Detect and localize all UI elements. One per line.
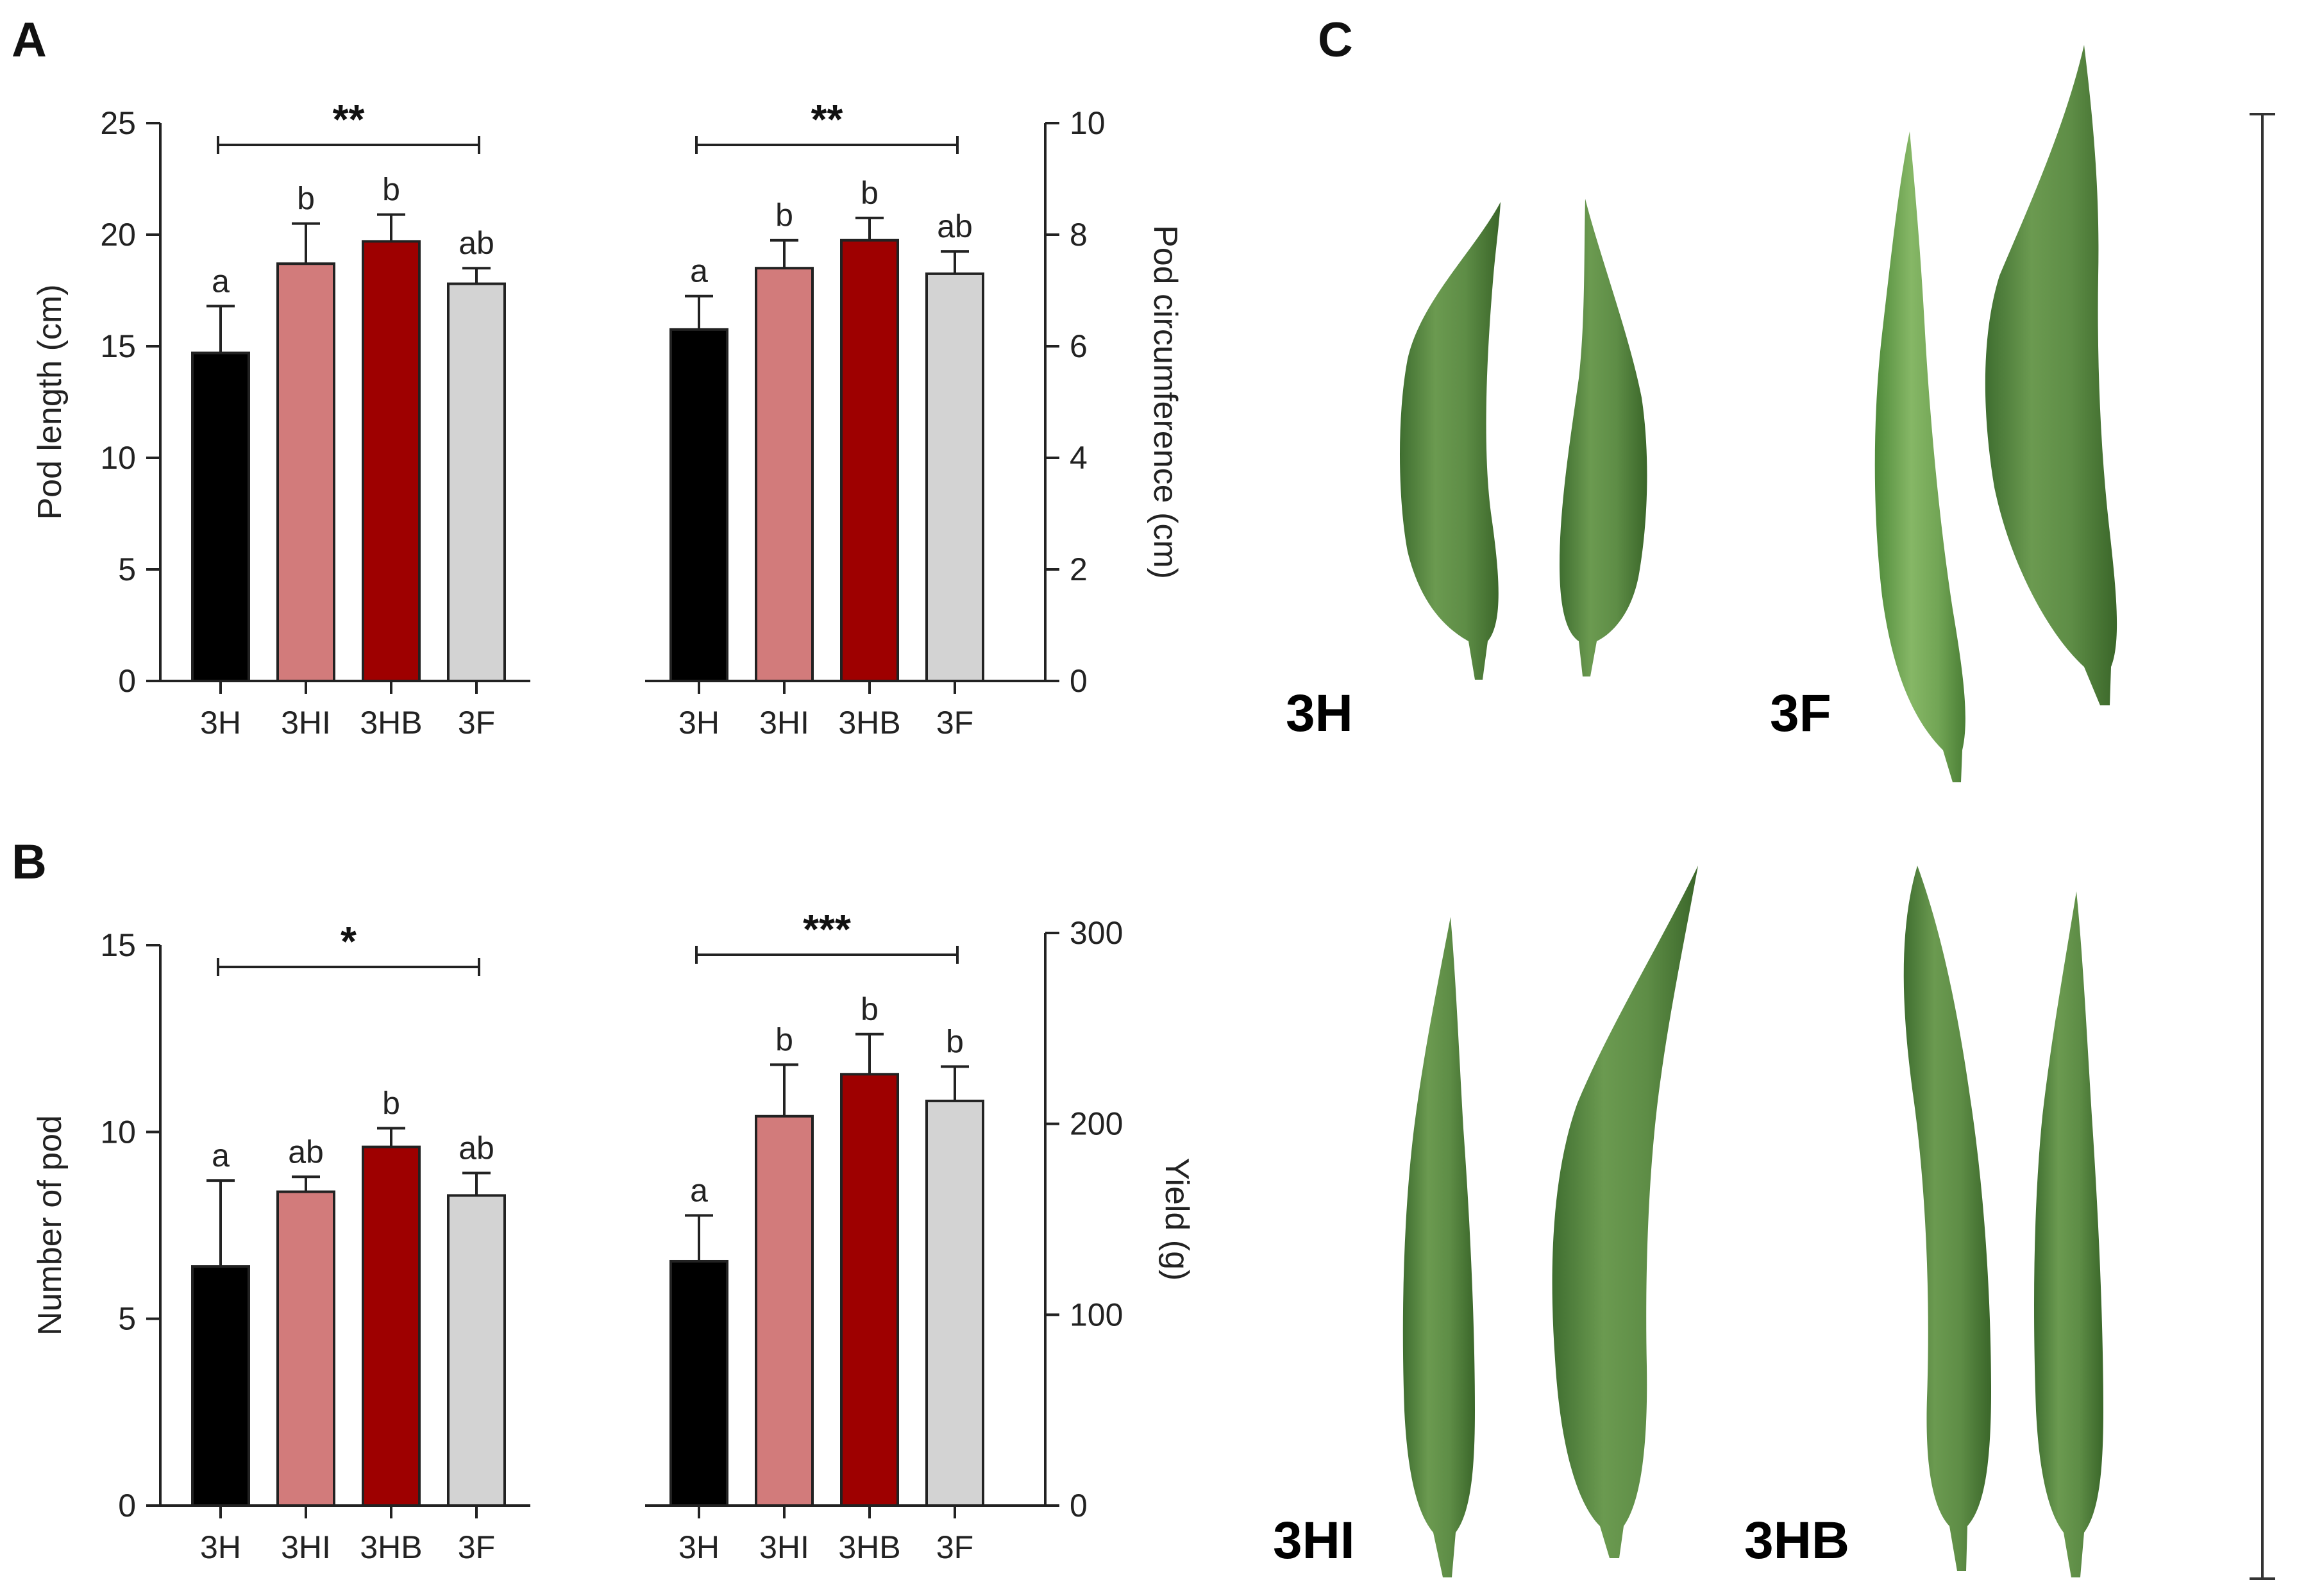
y-tick-label: 20 <box>100 217 136 253</box>
y-tick-label: 10 <box>100 440 136 476</box>
y-axis-label: Yield (g) <box>1158 1158 1195 1281</box>
y-tick-label: 4 <box>1070 440 1088 476</box>
x-tick-label: 3H <box>200 1529 241 1565</box>
x-tick-label: 3H <box>200 705 241 741</box>
significance-letter: b <box>775 1021 793 1057</box>
chart-pod-number: 0 5 10 15 Number of pod a 3H ab 3HI b 3HB ab 3F * <box>31 918 530 1565</box>
y-tick-label: 2 <box>1070 551 1088 587</box>
chart-pod-length: 0 5 10 15 20 25 Pod length (cm) a 3H b 3HI b 3HB ab 3F… <box>31 96 530 741</box>
chart-pod-circumference: 0 2 4 6 8 10 Pod circumference (cm) a 3H b 3HI b 3HB… <box>645 96 1184 741</box>
x-tick-label: 3HB <box>838 1529 900 1565</box>
significance-letter: b <box>382 1086 400 1121</box>
okra-pod-3h-1 <box>1399 202 1501 680</box>
x-tick-label: 3HI <box>281 705 331 741</box>
photo-label-3hi: 3HI <box>1273 1511 1355 1570</box>
significance-letter: ab <box>459 1130 494 1166</box>
significance-letter: a <box>212 263 230 299</box>
significance-letter: b <box>946 1023 964 1059</box>
significance-stars: ** <box>333 96 365 142</box>
y-axis-label: Pod length (cm) <box>31 284 69 519</box>
y-tick-label: 0 <box>118 663 136 699</box>
y-tick-label: 0 <box>1070 663 1088 699</box>
x-tick-label: 3F <box>458 1529 495 1565</box>
y-axis-label: Pod circumference (cm) <box>1147 225 1184 579</box>
okra-photo-panel: 3H 3F 3HI 3HB <box>1273 45 2275 1580</box>
x-tick-label: 3F <box>458 705 495 741</box>
bar-3hb <box>840 239 899 682</box>
significance-letter: ab <box>459 225 494 261</box>
x-tick-label: 3H <box>678 705 719 741</box>
significance-letter: b <box>382 172 400 208</box>
y-tick-label: 8 <box>1070 217 1088 253</box>
y-tick-label: 10 <box>1070 105 1106 141</box>
bar-3hb <box>840 1073 899 1507</box>
y-tick-label: 15 <box>100 328 136 364</box>
bar-3h <box>669 328 728 682</box>
photo-label-3hb: 3HB <box>1744 1511 1849 1570</box>
bar-3h <box>191 1265 250 1508</box>
y-tick-label: 300 <box>1070 915 1123 951</box>
photo-label-3f: 3F <box>1770 684 1831 743</box>
y-tick-label: 5 <box>118 551 136 587</box>
significance-letter: ab <box>288 1134 324 1170</box>
significance-letter: ab <box>937 208 973 244</box>
y-tick-label: 100 <box>1070 1297 1123 1332</box>
significance-letter: b <box>861 175 879 211</box>
bar-3f <box>447 1194 506 1508</box>
bar-3f <box>447 282 506 682</box>
y-tick-label: 0 <box>118 1488 136 1524</box>
okra-pod-3f-2 <box>1985 45 2117 705</box>
x-tick-label: 3H <box>678 1529 719 1565</box>
significance-stars: *** <box>803 906 851 952</box>
significance-stars: ** <box>811 96 843 142</box>
x-tick-label: 3HI <box>759 1529 809 1565</box>
bar-3hi <box>276 262 335 682</box>
significance-letter: b <box>297 181 315 217</box>
y-tick-label: 200 <box>1070 1106 1123 1142</box>
x-tick-label: 3HB <box>360 705 422 741</box>
significance-letter: b <box>861 991 879 1027</box>
significance-letter: a <box>690 1173 708 1209</box>
chart-yield: 0 100 200 300 Yield (g) a 3H b 3HI b 3HB b 3F *** <box>645 906 1195 1565</box>
bar-3f <box>925 272 984 682</box>
x-tick-label: 3HI <box>759 705 809 741</box>
photo-label-3h: 3H <box>1286 684 1353 743</box>
x-tick-label: 3HB <box>838 705 900 741</box>
bar-3h <box>191 351 250 682</box>
bar-3f <box>925 1099 984 1507</box>
bar-3hb <box>362 240 421 682</box>
x-tick-label: 3F <box>936 1529 973 1565</box>
y-tick-label: 0 <box>1070 1488 1088 1524</box>
significance-stars: * <box>341 918 357 964</box>
y-tick-label: 15 <box>100 927 136 963</box>
y-tick-label: 6 <box>1070 328 1088 364</box>
okra-pod-3hi-2 <box>1552 866 1698 1558</box>
okra-pod-3f-1 <box>1874 131 1965 782</box>
okra-pod-3hb-2 <box>2034 891 2103 1577</box>
y-tick-label: 25 <box>100 105 136 141</box>
okra-pod-3hi-1 <box>1402 917 1475 1577</box>
y-tick-label: 5 <box>118 1301 136 1337</box>
panel-label-a: A <box>12 13 47 67</box>
x-tick-label: 3HI <box>281 1529 331 1565</box>
panel-label-c: C <box>1318 13 1353 67</box>
bar-3hi <box>755 1114 814 1507</box>
okra-pod-3h-2 <box>1560 199 1647 676</box>
significance-letter: a <box>690 253 708 289</box>
panel-label-b: B <box>12 835 47 889</box>
bar-3h <box>669 1259 728 1508</box>
y-axis-label: Number of pod <box>31 1115 69 1336</box>
x-tick-label: 3F <box>936 705 973 741</box>
okra-pod-3hb-1 <box>1903 866 1991 1571</box>
y-tick-label: 10 <box>100 1114 136 1150</box>
bar-3hi <box>276 1190 335 1508</box>
significance-letter: b <box>775 197 793 233</box>
bar-3hi <box>755 267 814 682</box>
significance-letter: a <box>212 1138 230 1173</box>
bar-3hb <box>362 1145 421 1507</box>
x-tick-label: 3HB <box>360 1529 422 1565</box>
